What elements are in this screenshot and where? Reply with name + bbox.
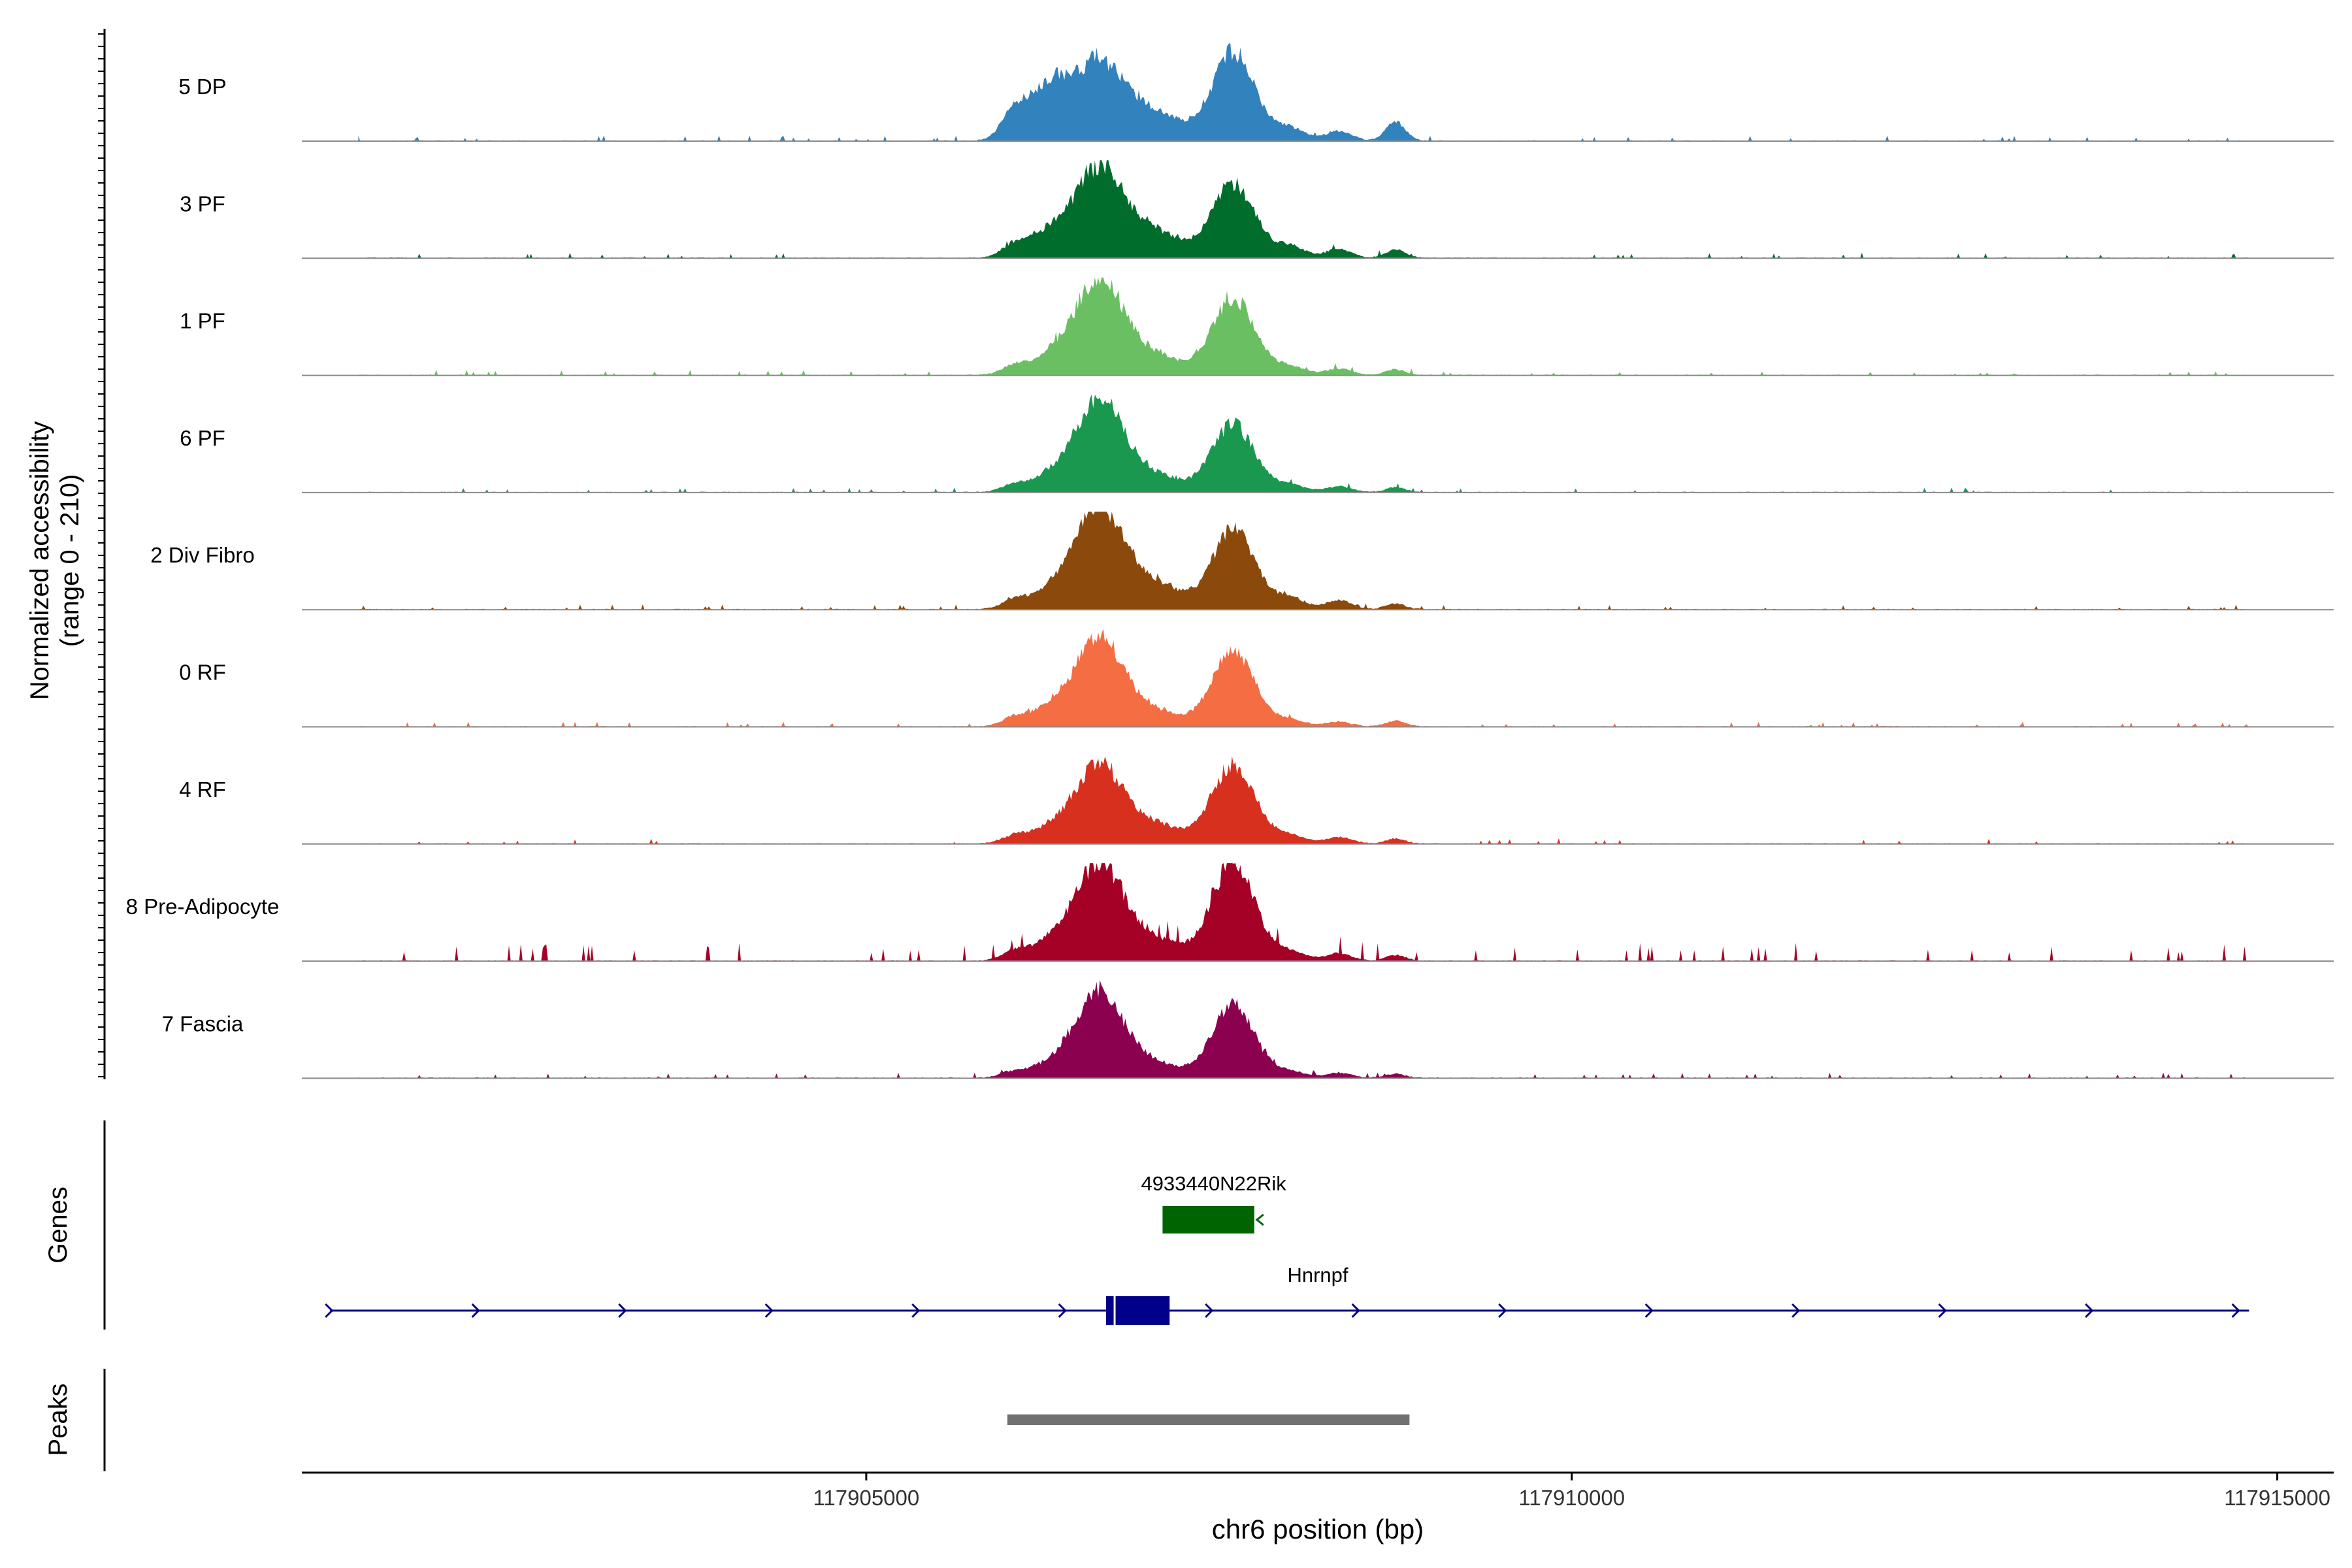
strand-arrow: [618, 1303, 627, 1318]
track-3: 6 PF: [180, 394, 2334, 493]
strand-arrow: [1205, 1303, 1214, 1318]
gene-exon: [1106, 1296, 1170, 1325]
x-tick-label: 117910000: [1518, 1486, 1625, 1510]
y-axis: Normalized accessibility (range 0 - 210): [25, 29, 106, 1079]
gene-Hnrnpf: Hnrnpf: [325, 1264, 2249, 1325]
coverage-area: [358, 160, 2249, 259]
y-axis-label-line2: (range 0 - 210): [56, 474, 84, 647]
track-7: 8 Pre-Adipocyte: [126, 863, 2334, 962]
track-label: 4 RF: [179, 777, 226, 802]
coverage-area: [358, 863, 2249, 962]
track-5: 0 RF: [179, 629, 2334, 728]
track-label: 5 DP: [178, 74, 226, 99]
track-8: 7 Fascia: [162, 980, 2334, 1079]
x-axis: 117905000 117910000 117915000 chr6 positio…: [302, 1471, 2334, 1544]
strand-arrow: [1058, 1303, 1067, 1318]
coverage-area: [358, 629, 2249, 727]
track-label: 8 Pre-Adipocyte: [126, 894, 280, 919]
x-tick-label: 117905000: [813, 1486, 920, 1510]
coverage-area: [358, 756, 2249, 844]
y-axis-ticks: [98, 33, 105, 1077]
x-tick-label: 117915000: [2224, 1486, 2330, 1510]
track-label: 7 Fascia: [162, 1011, 244, 1036]
track-0: 5 DP: [178, 43, 2334, 142]
coverage-area: [358, 43, 2249, 141]
strand-arrow: [1498, 1303, 1507, 1318]
strand-arrow: [2231, 1303, 2240, 1318]
strand-arrow: [1938, 1303, 1947, 1318]
track-label: 2 Div Fibro: [150, 543, 255, 567]
track-label: 1 PF: [180, 309, 225, 333]
x-axis-label: chr6 position (bp): [1212, 1514, 1424, 1544]
coverage-tracks: 5 DP 3 PF 1 PF 6 PF 2 Div Fibro 0 RF 4 RF 8 Pre…: [126, 43, 2334, 1079]
track-label: 3 PF: [180, 191, 225, 216]
track-4: 2 Div Fibro: [150, 512, 2334, 611]
coverage-area: [358, 277, 2249, 376]
strand-arrow: [1644, 1303, 1654, 1318]
strand-arrow: [325, 1303, 334, 1318]
strand-arrow: [764, 1303, 774, 1318]
strand-arrow: [1791, 1303, 1801, 1318]
genes-panel: Genes 4933440N22Rik Hnrnpf: [44, 1120, 2249, 1330]
peaks-panel: Peaks: [44, 1369, 1410, 1471]
strand-arrow: [2085, 1303, 2094, 1318]
strand-arrow: [1351, 1303, 1360, 1318]
peak-bar: [1007, 1414, 1410, 1425]
strand-arrow: [911, 1303, 921, 1318]
track-1: 3 PF: [180, 160, 2334, 259]
coverage-area: [358, 394, 2249, 493]
gene-4933440N22Rik: 4933440N22Rik: [1141, 1172, 1286, 1233]
track-label: 0 RF: [179, 661, 226, 685]
strand-arrow: [471, 1303, 480, 1318]
track-2: 1 PF: [180, 277, 2334, 376]
gene-label: Hnrnpf: [1287, 1264, 1348, 1286]
gene-exon: [1162, 1206, 1254, 1233]
peaks-panel-label: Peaks: [44, 1383, 73, 1456]
genes-panel-label: Genes: [44, 1186, 73, 1264]
y-axis-label-line1: Normalized accessibility: [25, 421, 54, 700]
strand-arrow: [1255, 1213, 1264, 1226]
gene-label: 4933440N22Rik: [1141, 1172, 1286, 1195]
track-label: 6 PF: [180, 426, 225, 450]
track-6: 4 RF: [179, 756, 2334, 845]
coverage-area: [358, 512, 2249, 610]
coverage-area: [358, 980, 2249, 1079]
